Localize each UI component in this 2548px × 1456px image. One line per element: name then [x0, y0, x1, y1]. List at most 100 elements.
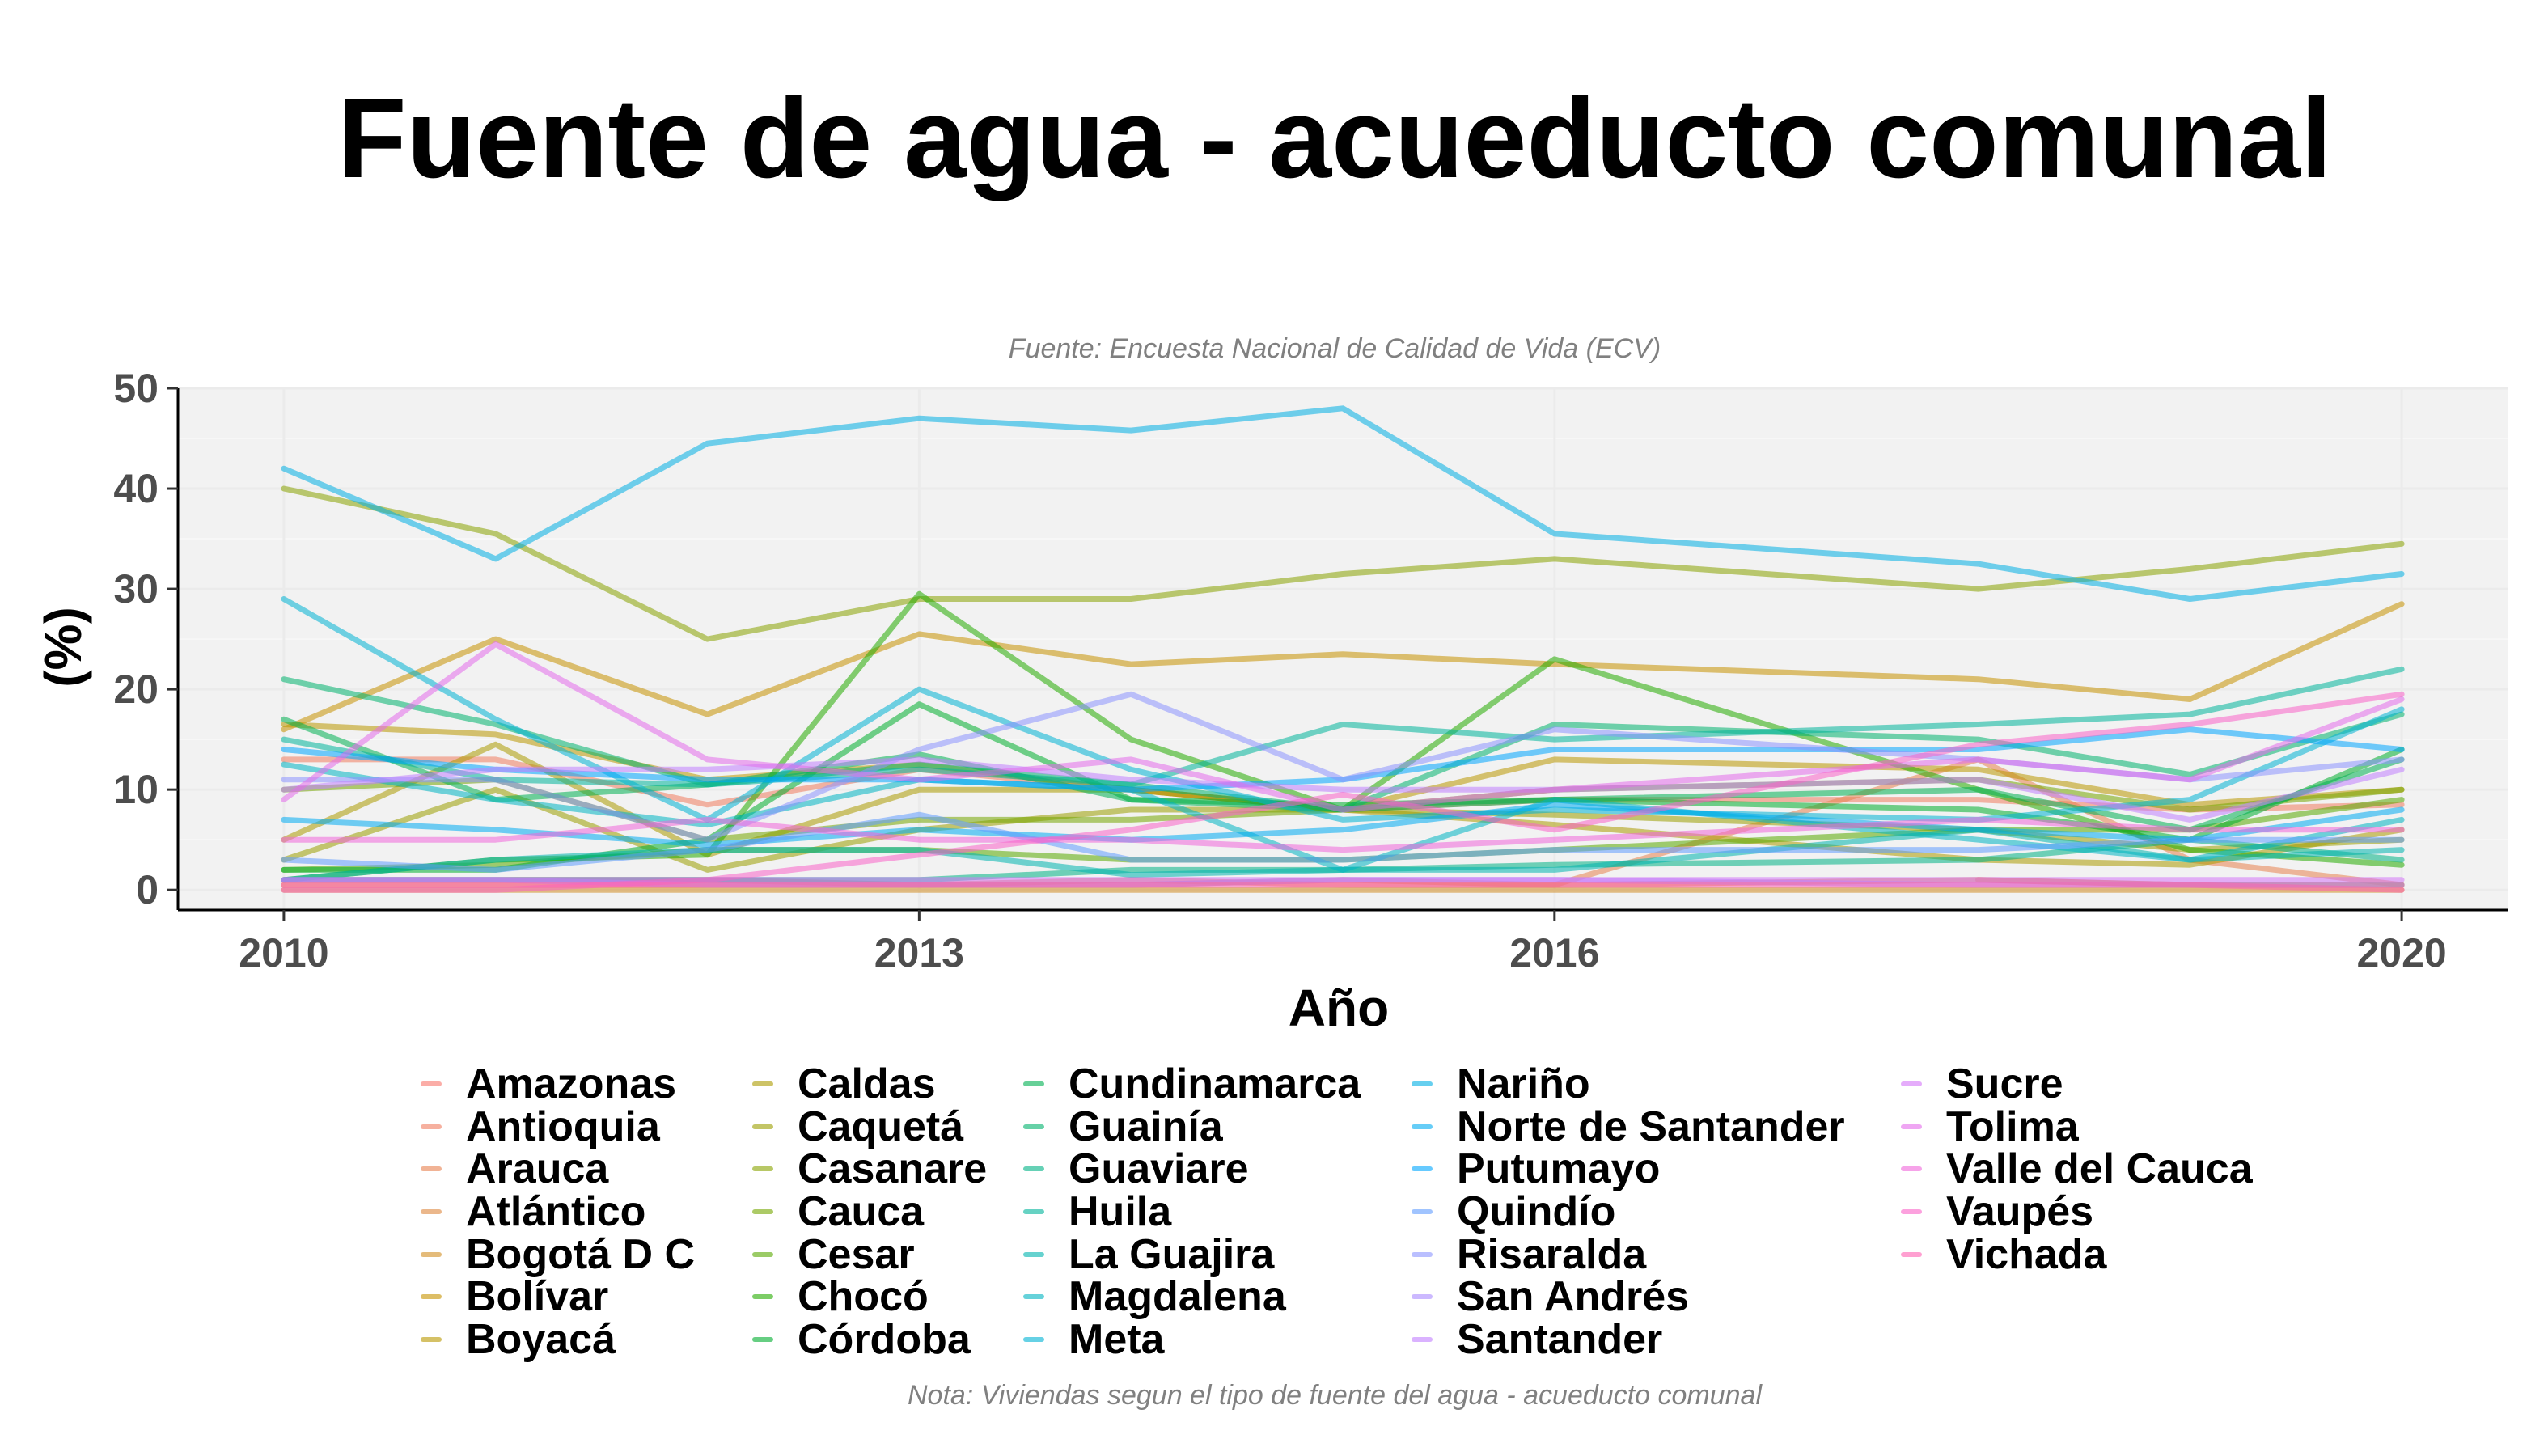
legend-label: Bolívar — [466, 1273, 609, 1321]
legend-label: Quindío — [1457, 1188, 1616, 1236]
legend-item: Antioquia — [421, 1106, 695, 1149]
x-tick-label: 2016 — [1509, 930, 1599, 976]
legend-item: Amazonas — [421, 1063, 695, 1106]
line-chart: 0 10 20 30 40 50 2010 2013 2016 2020 Año (%) — [34, 366, 2508, 1037]
legend-swatch — [421, 1294, 442, 1300]
legend-item: Casanare — [752, 1148, 987, 1191]
legend-item: Cauca — [752, 1191, 987, 1234]
legend-swatch — [752, 1166, 773, 1172]
legend-label: San Andrés — [1457, 1273, 1690, 1321]
legend-item: Arauca — [421, 1148, 695, 1191]
legend-label: Arauca — [466, 1145, 609, 1193]
legend-swatch — [752, 1336, 773, 1342]
legend-item: Magdalena — [1023, 1276, 1361, 1318]
legend-item: Norte de Santander — [1412, 1106, 1845, 1149]
legend-label: Guainía — [1069, 1103, 1223, 1150]
legend-swatch — [1412, 1166, 1433, 1172]
y-tick-label: 40 — [113, 466, 159, 511]
legend-item: La Guajira — [1023, 1233, 1361, 1276]
legend-swatch — [1901, 1209, 1922, 1215]
legend-label: Cesar — [798, 1230, 915, 1278]
chart-note: Nota: Viviendas segun el tipo de fuente … — [908, 1380, 1762, 1411]
legend-swatch — [752, 1124, 773, 1129]
series-line-quindio — [281, 811, 2405, 873]
legend-item: Córdoba — [752, 1318, 987, 1361]
legend-label: Valle del Cauca — [1946, 1145, 2253, 1193]
legend-label: Cundinamarca — [1069, 1060, 1361, 1108]
legend-swatch — [1023, 1209, 1044, 1215]
series-line-narino — [281, 405, 2405, 602]
legend-label: Meta — [1069, 1315, 1165, 1363]
legend-label: Norte de Santander — [1457, 1103, 1845, 1150]
legend-label: Magdalena — [1069, 1273, 1286, 1321]
legend-swatch — [752, 1294, 773, 1300]
legend-swatch — [1901, 1081, 1922, 1087]
legend-item: Tolima — [1901, 1106, 2253, 1149]
y-tick-label: 0 — [136, 867, 159, 912]
series-line-valle-del-cauca — [281, 816, 2405, 853]
legend-label: Guaviare — [1069, 1145, 1249, 1193]
legend-label: Vichada — [1946, 1230, 2107, 1278]
legend-item: Guainía — [1023, 1106, 1361, 1149]
legend-item: Santander — [1412, 1318, 1845, 1361]
legend-label: Boyacá — [466, 1315, 616, 1363]
legend-item: Cundinamarca — [1023, 1063, 1361, 1106]
legend-swatch — [1023, 1251, 1044, 1257]
y-tick-label: 50 — [113, 366, 159, 411]
legend-label: Tolima — [1946, 1103, 2079, 1150]
legend-label: Huila — [1069, 1188, 1172, 1236]
legend-label: Caldas — [798, 1060, 936, 1108]
legend-item: Bolívar — [421, 1276, 695, 1318]
legend-swatch — [1901, 1251, 1922, 1257]
legend-swatch — [421, 1124, 442, 1129]
legend-item: San Andrés — [1412, 1276, 1845, 1318]
legend-label: Antioquia — [466, 1103, 660, 1150]
legend-swatch — [421, 1081, 442, 1087]
legend-column: Amazonas Antioquia Arauca Atlántico Bogotá D… — [421, 1063, 695, 1361]
legend-label: Putumayo — [1457, 1145, 1661, 1193]
x-tick-label: 2010 — [239, 930, 328, 976]
legend-item: Risaralda — [1412, 1233, 1845, 1276]
legend-item: Quindío — [1412, 1191, 1845, 1234]
series-line-bolivar — [281, 601, 2405, 733]
y-tick-label: 20 — [113, 667, 159, 712]
legend-label: Santander — [1457, 1315, 1663, 1363]
x-axis-title: Año — [1289, 979, 1389, 1037]
legend-item: Bogotá D C — [421, 1233, 695, 1276]
series-line-norte-de-santander — [281, 802, 2405, 848]
series-line-huila — [281, 666, 2405, 788]
legend-swatch — [1412, 1336, 1433, 1342]
legend-column: Cundinamarca Guainía Guaviare Huila La Guaji… — [1023, 1063, 1361, 1361]
legend-item: Putumayo — [1412, 1148, 1845, 1191]
legend-label: Bogotá D C — [466, 1230, 696, 1278]
legend-item: Meta — [1023, 1318, 1361, 1361]
y-axis-title: (%) — [34, 607, 92, 688]
legend-item: Atlántico — [421, 1191, 695, 1234]
legend-column: Nariño Norte de Santander Putumayo Quindío R… — [1412, 1063, 1845, 1361]
legend-swatch — [1901, 1166, 1922, 1172]
legend-label: Nariño — [1457, 1060, 1590, 1108]
legend-label: Chocó — [798, 1273, 929, 1321]
legend: Amazonas Antioquia Arauca Atlántico Bogotá D… — [0, 1063, 2548, 1370]
legend-label: La Guajira — [1069, 1230, 1275, 1278]
legend-item: Vichada — [1901, 1233, 2253, 1276]
legend-label: Casanare — [798, 1145, 988, 1193]
legend-column: Caldas Caquetá Casanare Cauca Cesar Chocó Córd… — [752, 1063, 987, 1361]
legend-swatch — [1412, 1081, 1433, 1087]
y-tick-label: 10 — [113, 767, 159, 812]
legend-label: Vaupés — [1946, 1188, 2094, 1236]
legend-swatch — [1023, 1166, 1044, 1172]
series-line-vichada — [281, 882, 2405, 893]
legend-item: Valle del Cauca — [1901, 1148, 2253, 1191]
legend-item: Caquetá — [752, 1106, 987, 1149]
legend-swatch — [1023, 1294, 1044, 1300]
legend-swatch — [421, 1166, 442, 1172]
legend-item: Nariño — [1412, 1063, 1845, 1106]
series-line-tolima — [281, 641, 2405, 813]
chart-title: Fuente de agua - acueducto comunal — [337, 74, 2332, 201]
legend-swatch — [1412, 1251, 1433, 1257]
legend-swatch — [752, 1209, 773, 1215]
legend-swatch — [1023, 1081, 1044, 1087]
legend-item: Sucre — [1901, 1063, 2253, 1106]
plot-area: 0 10 20 30 40 50 2010 2013 2016 2020 — [113, 366, 2508, 976]
